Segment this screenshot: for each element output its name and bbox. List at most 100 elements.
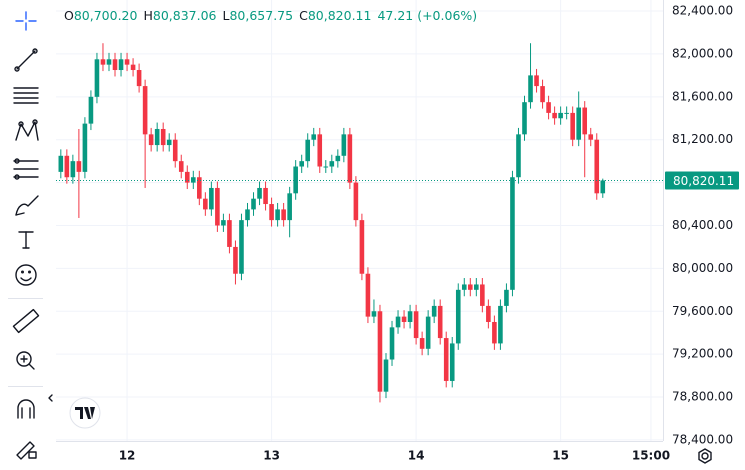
x-tick-label: 15:00: [632, 449, 670, 463]
text-tool[interactable]: [18, 231, 34, 249]
candle-body: [203, 198, 208, 210]
candle-body: [281, 209, 286, 221]
y-tick-label: 82,400.00: [672, 4, 733, 18]
x-tick-label: 12: [119, 449, 136, 463]
x-tick-label: 15: [552, 449, 569, 463]
candle-body: [287, 193, 292, 221]
candle-body: [468, 284, 473, 290]
candle-body: [251, 198, 256, 210]
magnet-tool[interactable]: [17, 399, 35, 419]
candle-body: [233, 246, 238, 274]
candle-body: [154, 128, 160, 146]
lock-draw-tool[interactable]: [16, 441, 37, 460]
candle-body: [227, 220, 232, 247]
candle-body: [215, 187, 220, 226]
logo-mark: [75, 407, 95, 419]
candle-body: [522, 102, 527, 135]
emoji-tool[interactable]: [15, 264, 37, 286]
brush-tool[interactable]: [15, 195, 39, 216]
candle-body: [197, 177, 202, 199]
candle-body: [425, 316, 431, 349]
candle-body: [419, 338, 425, 349]
candle-body: [317, 134, 323, 167]
candle-body: [437, 305, 443, 339]
candle-body: [582, 107, 588, 135]
ohlc-key: C: [299, 8, 308, 23]
candle-body: [142, 86, 148, 135]
crosshair-tool[interactable]: [15, 11, 37, 31]
y-tick-label: 79,200.00: [672, 347, 733, 361]
y-tick-label: 80,400.00: [672, 218, 733, 232]
candle-body: [130, 64, 136, 71]
change-value: 47.21 (+0.06%): [377, 8, 477, 23]
y-tick-label: 81,600.00: [672, 89, 733, 103]
ruler-tool[interactable]: [12, 308, 40, 334]
ohlc-value: 80,820.11: [308, 8, 372, 23]
candle-body: [504, 289, 509, 306]
candle-body: [558, 112, 563, 119]
candle-body: [221, 220, 226, 226]
candle-body: [76, 161, 82, 172]
candle-body: [172, 139, 178, 162]
ohlc-value: 80,657.75: [229, 8, 293, 23]
prediction-tool[interactable]: [13, 158, 39, 180]
candle-body: [480, 284, 485, 306]
settings-icon[interactable]: [698, 448, 712, 464]
candle-body: [190, 177, 196, 183]
candle-body: [546, 102, 551, 113]
candle-body: [293, 166, 298, 194]
candle-body: [510, 177, 515, 290]
ohlc-key: H: [143, 8, 152, 23]
candle-body: [263, 187, 268, 205]
ohlc-value: 80,700.20: [74, 8, 138, 23]
candles: [58, 43, 606, 403]
candle-body: [594, 139, 600, 194]
candle-body: [239, 220, 244, 274]
candle-body: [88, 96, 94, 124]
x-tick-label: 14: [408, 449, 425, 463]
y-tick-label: 81,200.00: [672, 132, 733, 146]
candle-body: [528, 75, 533, 103]
candle-body: [100, 59, 106, 65]
x-tick-label: 13: [263, 449, 280, 463]
candle-body: [106, 59, 112, 65]
candle-body: [449, 343, 455, 381]
candle-body: [534, 75, 539, 87]
ohlc-header: O80,700.20 H80,837.06 L80,657.75 C80,820.11…: [64, 8, 477, 23]
candle-body: [245, 209, 250, 221]
collapse-toolbar[interactable]: [48, 394, 53, 402]
candle-body: [275, 209, 280, 221]
pattern-tool[interactable]: [15, 119, 39, 141]
candle-body: [311, 134, 317, 140]
logo: [69, 397, 101, 429]
candle-body: [124, 59, 130, 65]
candle-body: [576, 107, 581, 140]
y-tick-label: 82,000.00: [672, 46, 733, 60]
candle-body: [257, 187, 262, 199]
candle-body: [341, 134, 347, 156]
candle-body: [64, 155, 70, 178]
last-price-tag: [665, 171, 739, 190]
zoom-tool[interactable]: [16, 351, 35, 370]
candle-body: [347, 134, 353, 183]
candle-body: [377, 311, 383, 392]
trend-line-tool[interactable]: [14, 48, 38, 72]
candle-body: [407, 311, 413, 322]
candle-body: [588, 134, 594, 140]
candle-body: [455, 289, 461, 344]
candle-body: [269, 204, 274, 221]
candle-body: [371, 311, 377, 317]
ohlc-key: O: [64, 8, 74, 23]
candle-body: [70, 161, 76, 178]
candle-body: [395, 316, 401, 328]
candle-body: [359, 220, 365, 274]
candle-body: [492, 321, 497, 344]
candle-body: [305, 139, 311, 162]
candle-body: [209, 187, 214, 210]
fib-tool[interactable]: [13, 87, 39, 104]
logo-badge: [69, 397, 101, 429]
candle-body: [299, 161, 304, 167]
candle-body: [600, 180, 606, 194]
candle-body: [82, 123, 88, 172]
candle-body: [148, 134, 154, 146]
